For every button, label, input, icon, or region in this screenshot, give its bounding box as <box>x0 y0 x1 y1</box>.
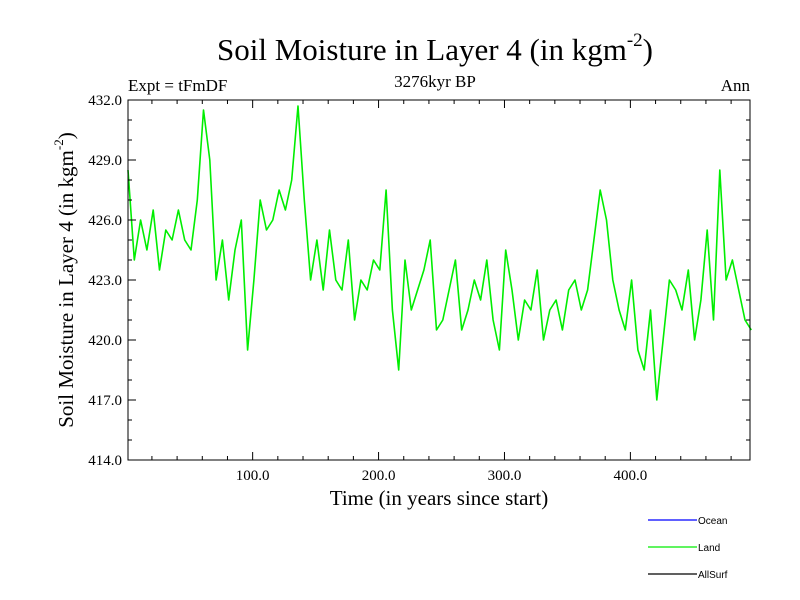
chart-subtitle: 3276kyr BP <box>394 72 476 91</box>
y-tick-label: 426.0 <box>88 213 122 229</box>
legend-label-land: Land <box>698 543 720 554</box>
legend-label-allsurf: AllSurf <box>698 570 728 581</box>
chart-title: Soil Moisture in Layer 4 (in kgm-2) <box>217 29 653 67</box>
y-tick-label: 420.0 <box>88 333 122 349</box>
y-tick-label: 429.0 <box>88 153 122 169</box>
x-axis-label: Time (in years since start) <box>329 486 549 510</box>
season-label: Ann <box>720 76 750 95</box>
series-line-land <box>127 105 752 401</box>
y-tick-label: 423.0 <box>88 273 122 289</box>
x-tick-label: 400.0 <box>614 468 648 484</box>
y-tick-label: 432.0 <box>88 93 122 109</box>
legend-label-ocean: Ocean <box>698 516 727 527</box>
experiment-label: Expt = tFmDF <box>128 76 228 95</box>
plot-frame <box>127 99 751 461</box>
x-tick-label: 300.0 <box>488 468 522 484</box>
x-tick-label: 200.0 <box>362 468 396 484</box>
y-tick-label: 414.0 <box>88 453 122 469</box>
y-tick-label: 417.0 <box>88 393 122 409</box>
x-tick-label: 100.0 <box>236 468 270 484</box>
